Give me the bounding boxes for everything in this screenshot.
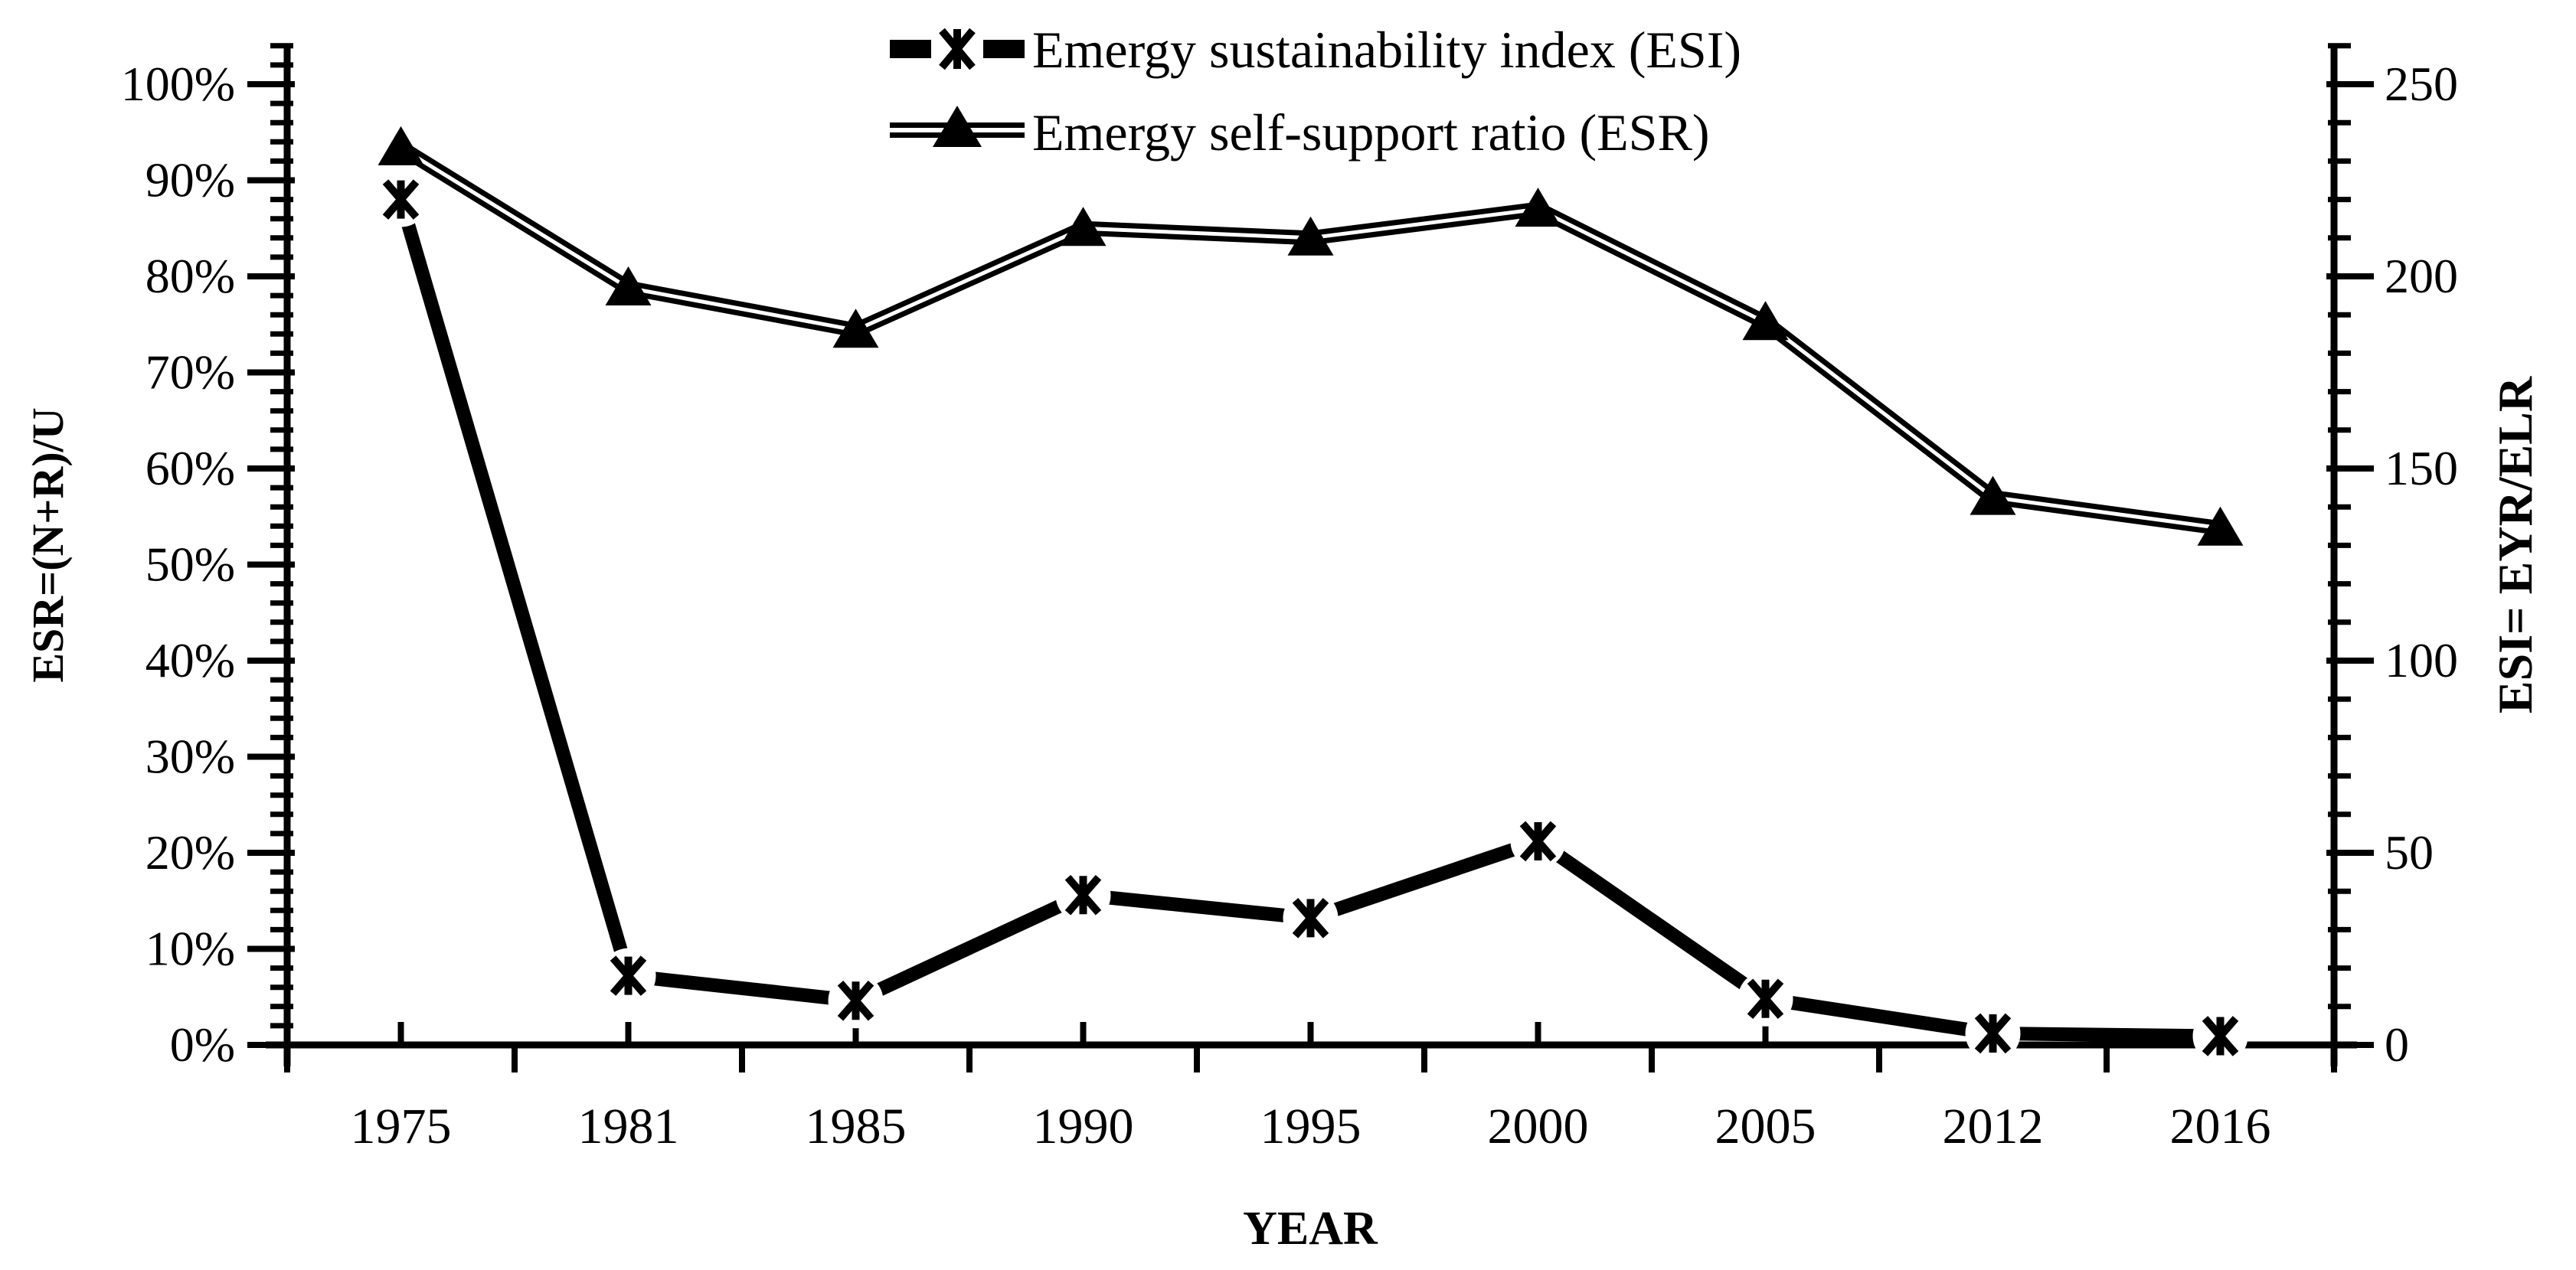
esr-triangle-marker <box>1287 216 1334 256</box>
left-axis-tick-label: 20% <box>145 825 235 880</box>
esi-star-stroke <box>1292 898 1329 939</box>
esi-star-marker <box>837 980 874 1021</box>
x-axis-year-label: 2000 <box>1488 1099 1589 1154</box>
esi-star-stroke <box>1974 1013 2012 1054</box>
left-axis-tick-label: 10% <box>145 922 235 976</box>
esr-triangle-marker <box>1970 475 2016 515</box>
left-axis-tick-label: 60% <box>145 441 235 495</box>
x-axis-year-label: 2005 <box>1715 1099 1816 1154</box>
left-axis-tick-label: 70% <box>145 345 235 400</box>
esr-triangle-marker <box>1515 188 1561 227</box>
esr-triangle-marker <box>1742 301 1789 341</box>
left-axis-tick-label: 50% <box>145 537 235 592</box>
x-axis-year-label: 1975 <box>351 1099 452 1154</box>
esi-star-stroke <box>837 980 874 1021</box>
esi-star-stroke <box>382 179 420 220</box>
x-axis-year-label: 1981 <box>578 1099 679 1154</box>
right-axis-tick-label: 0 <box>2385 1017 2409 1072</box>
esr-triangle-marker <box>2197 506 2244 546</box>
esi-star-marker <box>610 955 647 996</box>
esi-star-stroke <box>1064 874 1102 916</box>
x-axis-year-label: 2012 <box>1943 1099 2044 1154</box>
esr-triangle-marker <box>605 266 652 306</box>
legend-label-esr: Emergy self-support ratio (ESR) <box>1032 103 1709 162</box>
star-marker-icon <box>939 28 976 70</box>
x-axis-year-label: 1990 <box>1033 1099 1134 1154</box>
esr-triangle-marker <box>832 309 879 348</box>
left-axis-tick-label: 40% <box>145 633 235 687</box>
left-axis-tick-label: 0% <box>170 1017 235 1072</box>
left-axis-tick-label: 100% <box>121 57 235 111</box>
esi-star-marker <box>1064 874 1102 916</box>
esi-star-marker <box>1292 898 1329 939</box>
esr-series-line <box>397 141 2221 536</box>
x-axis-year-label: 1985 <box>806 1099 907 1154</box>
right-axis-title: ESI= EYR/ELR <box>2488 376 2542 713</box>
esi-star-marker <box>1519 821 1557 862</box>
esi-star-marker <box>2202 1016 2239 1056</box>
right-axis-tick-label: 150 <box>2385 441 2458 495</box>
x-axis-title: YEAR <box>1243 1203 1378 1255</box>
right-axis-tick-label: 200 <box>2385 249 2458 303</box>
esi-star-stroke <box>1747 978 1784 1020</box>
esi-star-marker <box>382 179 420 220</box>
left-axis-title: ESR=(N+R)/U <box>23 407 73 682</box>
triangle-marker-icon <box>933 106 982 147</box>
left-axis-tick-label: 90% <box>145 153 235 207</box>
right-axis-tick-label: 50 <box>2385 825 2434 880</box>
x-axis-year-label: 1995 <box>1260 1099 1362 1154</box>
left-axis-tick-label: 30% <box>145 730 235 784</box>
esi-star-marker <box>1974 1013 2012 1054</box>
esi-star-stroke <box>1519 821 1557 862</box>
x-axis-year-label: 2016 <box>2170 1099 2271 1154</box>
esi-star-stroke <box>2202 1016 2239 1056</box>
legend-label-esi: Emergy sustainability index (ESI) <box>1032 21 1741 79</box>
legend-item-esr: Emergy self-support ratio (ESR) <box>890 103 1709 162</box>
plot-area: 0% 10% 20% 30% 40% 50% 60% 70% 80% 90% 100% 0 50 100 1… <box>121 43 2458 1154</box>
esr-triangle-marker <box>1060 207 1107 246</box>
esi-star-stroke <box>610 955 647 996</box>
left-axis-tick-label: 80% <box>145 249 235 303</box>
right-axis-tick-label: 250 <box>2385 57 2458 111</box>
legend-item-esi: Emergy sustainability index (ESI) <box>890 21 1741 79</box>
right-axis-tick-label: 100 <box>2385 633 2458 687</box>
esr-triangle-marker <box>378 126 424 165</box>
legend: Emergy sustainability index (ESI) Emergy… <box>890 21 1741 162</box>
esi-star-marker <box>1747 978 1784 1020</box>
